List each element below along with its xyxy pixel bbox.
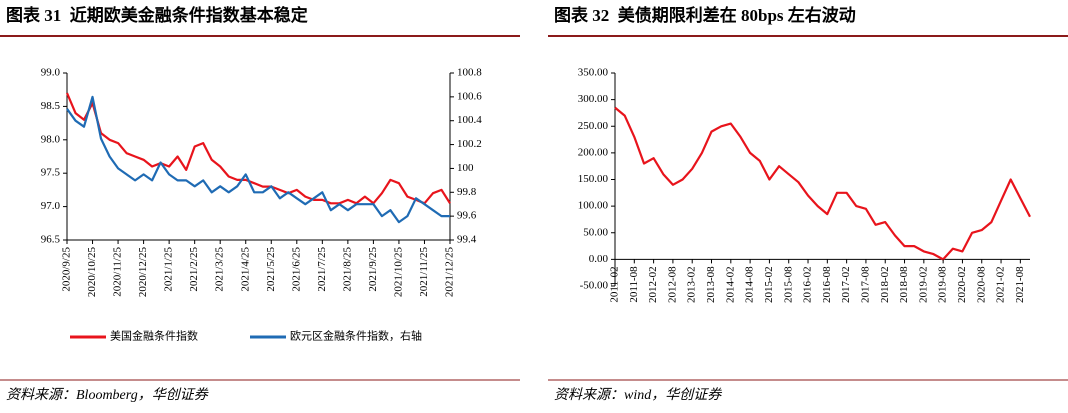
- x-tick-label: 2014-08: [744, 266, 756, 303]
- y2-tick-label: 100.8: [457, 67, 482, 79]
- x-tick-label: 2021/7/25: [316, 247, 328, 292]
- y2-tick-label: 100: [457, 162, 474, 174]
- x-tick-label: 2020-02: [956, 266, 968, 303]
- x-tick-label: 2019-08: [937, 266, 949, 303]
- x-tick-label: 2015-08: [782, 266, 794, 303]
- x-tick-label: 2021/1/25: [163, 247, 175, 292]
- y-tick-label: -50.00: [580, 280, 609, 292]
- x-tick-label: 2014-02: [724, 266, 736, 303]
- x-tick-label: 2021/6/25: [290, 247, 302, 292]
- x-tick-label: 2020/10/25: [86, 247, 98, 298]
- legend-label: 欧元区金融条件指数，右轴: [290, 329, 422, 343]
- y-tick-label: 100.00: [578, 200, 609, 212]
- x-tick-label: 2020/12/25: [137, 247, 149, 298]
- y-tick-label: 200.00: [578, 146, 609, 158]
- series-line: [614, 106, 1031, 261]
- x-tick-label: 2015-02: [763, 266, 775, 303]
- x-tick-label: 2021/9/25: [367, 247, 379, 292]
- chart-title: 图表 32 美债期限利差在 80bps 左右波动: [554, 5, 856, 25]
- x-tick-label: 2021-02: [995, 266, 1007, 303]
- x-tick-label: 2016-02: [802, 266, 814, 303]
- y-tick-label: 99.0: [41, 67, 61, 79]
- chart-title: 图表 31 近期欧美金融条件指数基本稳定: [6, 5, 308, 25]
- y-tick-label: 97.5: [41, 167, 61, 179]
- x-tick-label: 2017-02: [840, 266, 852, 303]
- x-tick-label: 2011-02: [609, 266, 621, 302]
- x-tick-label: 2021/11/25: [418, 247, 430, 297]
- x-tick-label: 2012-08: [666, 266, 678, 303]
- y-tick-label: 350.00: [578, 67, 609, 79]
- y-tick-label: 0.00: [589, 253, 609, 265]
- y2-tick-label: 100.2: [457, 138, 482, 150]
- y-tick-label: 96.5: [41, 234, 61, 246]
- y2-tick-label: 99.4: [457, 234, 477, 246]
- x-tick-label: 2019-02: [917, 266, 929, 303]
- x-tick-label: 2020/11/25: [112, 247, 124, 297]
- x-tick-label: 2021-08: [1014, 266, 1026, 303]
- x-tick-label: 2020-08: [975, 266, 987, 303]
- x-tick-label: 2011-08: [628, 266, 640, 303]
- x-tick-label: 2018-02: [879, 266, 891, 303]
- x-tick-label: 2021/8/25: [341, 247, 353, 292]
- x-tick-label: 2021/4/25: [239, 247, 251, 292]
- x-tick-label: 2016-08: [821, 266, 833, 303]
- y-tick-label: 98.0: [41, 133, 61, 145]
- y-tick-label: 97.0: [41, 200, 61, 212]
- y-tick-label: 150.00: [578, 173, 609, 185]
- legend-label: 美国金融条件指数: [110, 329, 198, 343]
- y2-tick-label: 100.4: [457, 114, 482, 126]
- x-tick-label: 2018-08: [898, 266, 910, 303]
- x-tick-label: 2017-08: [859, 266, 871, 303]
- y-tick-label: 300.00: [578, 93, 609, 105]
- y2-tick-label: 99.6: [457, 210, 477, 222]
- source-note: 资料来源：Bloomberg，华创证券: [6, 387, 209, 403]
- y-tick-label: 50.00: [583, 226, 608, 238]
- x-tick-label: 2021/12/25: [444, 247, 456, 298]
- y2-tick-label: 100.6: [457, 90, 482, 102]
- x-tick-label: 2021/5/25: [265, 247, 277, 292]
- x-tick-label: 2021/3/25: [214, 247, 226, 292]
- y2-tick-label: 99.8: [457, 186, 477, 198]
- x-tick-label: 2021/2/25: [188, 247, 200, 292]
- series-line: [65, 92, 451, 205]
- x-tick-label: 2021/10/25: [392, 247, 404, 298]
- y-tick-label: 98.5: [41, 100, 61, 112]
- y-tick-label: 250.00: [578, 120, 609, 132]
- series-line: [66, 95, 450, 224]
- x-tick-label: 2020/9/25: [61, 247, 73, 292]
- x-tick-label: 2013-02: [686, 266, 698, 303]
- source-note: 资料来源：wind，华创证券: [554, 387, 722, 403]
- x-tick-label: 2013-08: [705, 266, 717, 303]
- x-tick-label: 2012-02: [647, 266, 659, 303]
